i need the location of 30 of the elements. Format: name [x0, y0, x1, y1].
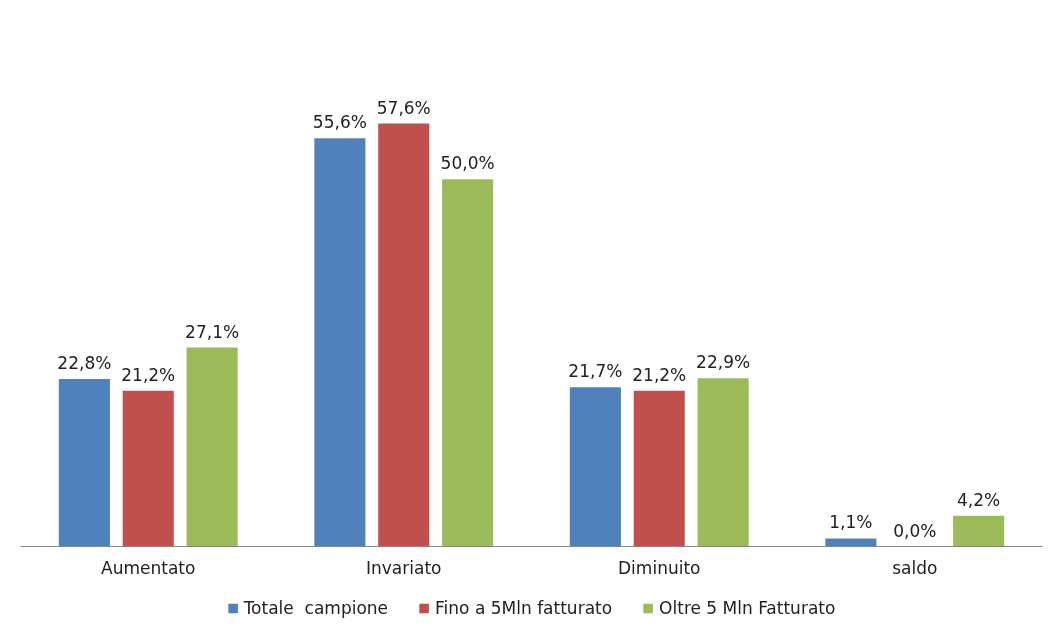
bar [122, 390, 174, 547]
bar [633, 390, 685, 547]
data-label: 1,1% [829, 512, 873, 533]
data-label: 55,6% [312, 112, 367, 133]
x-tick-label: saldo [892, 557, 938, 578]
legend-label: Totale campione [243, 597, 389, 618]
data-label: 21,2% [632, 364, 687, 385]
bar [314, 138, 366, 547]
bar [825, 538, 877, 547]
legend-label: Oltre 5 Mln Fatturato [659, 597, 836, 618]
data-label: 21,7% [568, 361, 623, 382]
data-label: 22,8% [57, 353, 112, 374]
bar [58, 379, 110, 547]
x-tick-label: Invariato [366, 557, 442, 578]
data-label: 22,9% [696, 352, 751, 373]
x-tick-label: Aumentato [101, 557, 196, 578]
bar [378, 123, 430, 547]
legend-label: Fino a 5Mln fatturato [435, 597, 613, 618]
bar [186, 347, 238, 547]
data-label: 27,1% [185, 321, 240, 342]
data-label: 57,6% [376, 97, 431, 118]
bar [697, 378, 749, 547]
data-label: 0,0% [893, 520, 937, 541]
data-label: 21,2% [121, 364, 176, 385]
data-label: 50,0% [440, 153, 495, 174]
bar [953, 515, 1005, 547]
x-tick-label: Diminuito [618, 557, 701, 578]
bar [569, 387, 621, 547]
data-label: 4,2% [957, 489, 1001, 510]
bar [442, 179, 494, 547]
